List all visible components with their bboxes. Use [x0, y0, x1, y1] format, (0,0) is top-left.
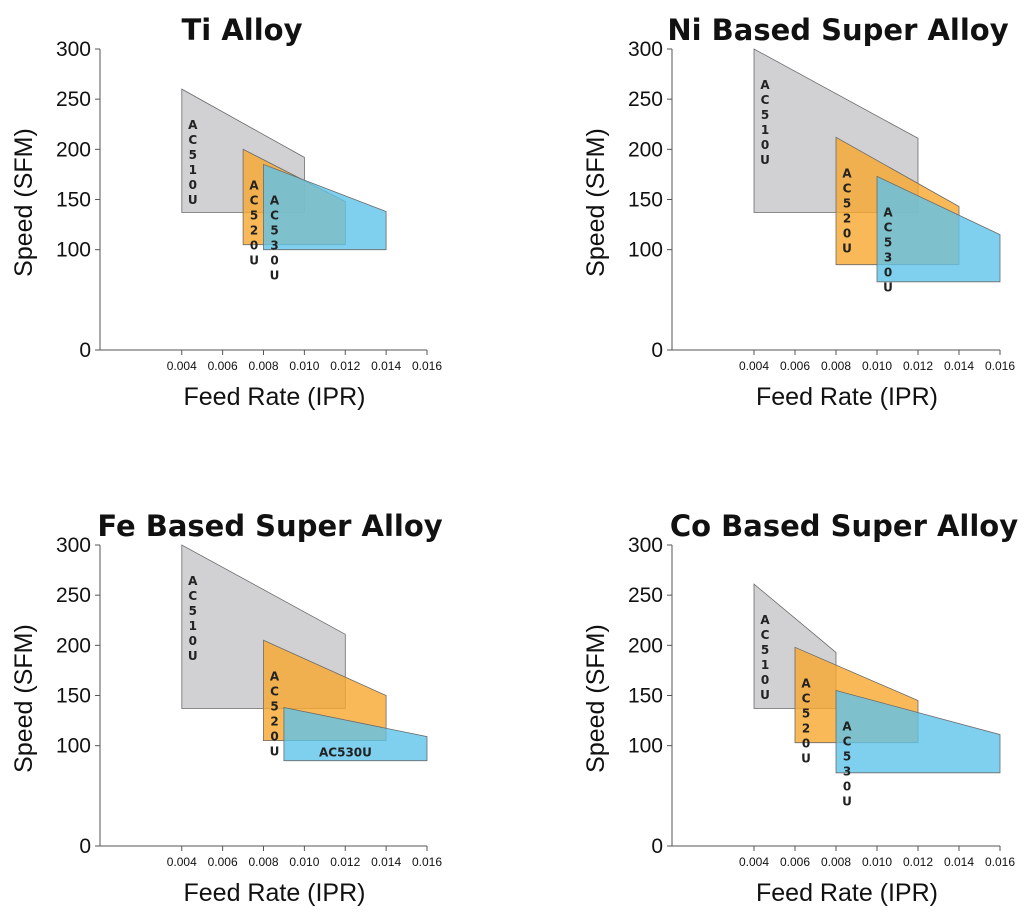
y-axis-title: Speed (SFM)	[10, 624, 38, 773]
y-tick-label: 150	[56, 189, 91, 212]
y-tick-label: 200	[628, 634, 663, 657]
x-tick-label: 0.008	[821, 359, 851, 373]
chart-title: Ti Alloy	[182, 13, 303, 47]
y-tick-label: 250	[56, 584, 91, 607]
region-ac530u	[263, 163, 387, 251]
x-tick-label: 0.016	[412, 359, 442, 373]
chart-panel-co-based-super-alloy: A C 5 1 0 U A C 5 2 0 U A C 5 3 0 U 0 100 150 200 250 300 0.004 0…	[582, 509, 1018, 907]
y-tick-label: 200	[56, 138, 91, 161]
y-tick-label: 0	[79, 339, 91, 362]
chart-title: Fe Based Super Alloy	[97, 509, 442, 543]
chart-panel-fe-based-super-alloy: A C 5 1 0 U A C 5 2 0 U AC530U 0 100 150 200 250 300 0.004 0…	[10, 509, 443, 907]
y-tick-label: 100	[628, 239, 663, 262]
chart-title: Co Based Super Alloy	[670, 509, 1018, 543]
y-tick-label: 0	[79, 835, 91, 858]
x-tick-label: 0.006	[208, 855, 238, 869]
x-tick-label: 0.004	[739, 855, 769, 869]
y-tick-label: 0	[651, 339, 663, 362]
y-tick-label: 200	[628, 138, 663, 161]
y-tick-label: 250	[628, 584, 663, 607]
y-tick-label: 300	[56, 534, 91, 557]
y-tick-label: 250	[628, 88, 663, 111]
region-ac530u	[283, 707, 428, 762]
chart-panel-ti-alloy: A C 5 1 0 U A C 5 2 0 U A C 5 3 0 U 0 100 150 200 250 300 0.004 0…	[10, 13, 442, 411]
x-tick-label: 0.016	[412, 855, 442, 869]
y-tick-label: 100	[628, 735, 663, 758]
x-tick-label: 0.008	[248, 359, 278, 373]
y-tick-label: 300	[56, 38, 91, 61]
y-axis-title: Speed (SFM)	[582, 624, 610, 773]
x-tick-label: 0.016	[985, 855, 1015, 869]
region-ac530u	[835, 689, 1001, 774]
y-tick-label: 100	[56, 239, 91, 262]
y-tick-label: 250	[56, 88, 91, 111]
y-tick-label: 200	[56, 634, 91, 657]
x-axis-title: Feed Rate (IPR)	[756, 383, 938, 411]
x-tick-label: 0.006	[780, 359, 810, 373]
chart-panel-ni-based-super-alloy: A C 5 1 0 U A C 5 2 0 U A C 5 3 0 U 0 100 150 200 250 300 0.004 0…	[582, 13, 1015, 411]
x-tick-label: 0.016	[985, 359, 1015, 373]
x-tick-label: 0.008	[248, 855, 278, 869]
y-tick-label: 150	[628, 189, 663, 212]
x-tick-label: 0.004	[739, 359, 769, 373]
x-axis-title: Feed Rate (IPR)	[183, 383, 365, 411]
x-tick-label: 0.014	[371, 855, 401, 869]
y-axis-title: Speed (SFM)	[582, 128, 610, 277]
x-tick-label: 0.012	[330, 359, 360, 373]
x-axis-title: Feed Rate (IPR)	[756, 879, 938, 907]
region-ac530u	[876, 175, 1001, 283]
x-tick-label: 0.014	[944, 855, 974, 869]
y-tick-label: 300	[628, 534, 663, 557]
x-tick-label: 0.014	[371, 359, 401, 373]
region-label-ac530u: AC530U	[319, 746, 372, 760]
x-tick-label: 0.006	[780, 855, 810, 869]
y-tick-label: 100	[56, 735, 91, 758]
x-tick-label: 0.010	[862, 855, 892, 869]
y-tick-label: 0	[651, 835, 663, 858]
y-tick-label: 150	[628, 685, 663, 708]
x-tick-label: 0.004	[167, 855, 197, 869]
x-tick-label: 0.012	[330, 855, 360, 869]
y-axis-title: Speed (SFM)	[10, 128, 38, 277]
x-tick-label: 0.014	[944, 359, 974, 373]
x-tick-label: 0.006	[208, 359, 238, 373]
chart-title: Ni Based Super Alloy	[667, 13, 1008, 47]
x-tick-label: 0.010	[289, 359, 319, 373]
x-tick-label: 0.012	[903, 359, 933, 373]
x-tick-label: 0.008	[821, 855, 851, 869]
x-tick-label: 0.012	[903, 855, 933, 869]
x-tick-label: 0.010	[289, 855, 319, 869]
y-tick-label: 150	[56, 685, 91, 708]
x-tick-label: 0.010	[862, 359, 892, 373]
x-tick-label: 0.004	[167, 359, 197, 373]
x-axis-title: Feed Rate (IPR)	[183, 879, 365, 907]
y-tick-label: 300	[628, 38, 663, 61]
